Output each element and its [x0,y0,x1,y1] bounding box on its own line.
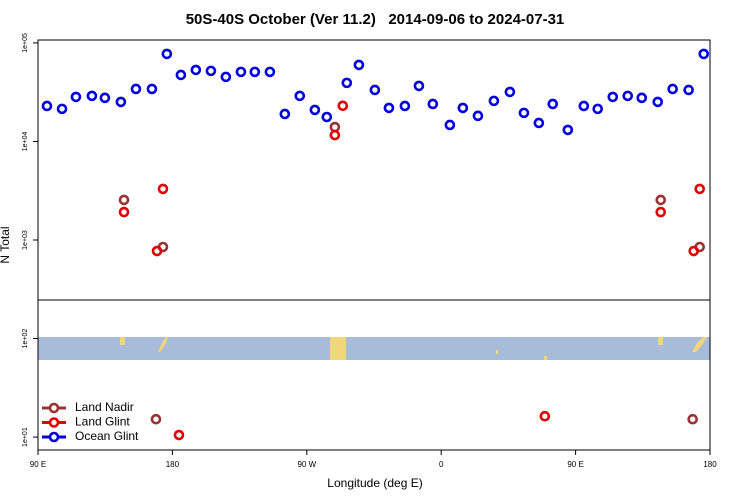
point [130,83,142,95]
point [444,119,456,131]
point [118,206,130,218]
point [341,77,353,89]
map-strip [38,337,710,360]
x-tick-label: 90 W [297,460,316,469]
point [56,103,68,115]
point [235,66,247,78]
point [249,66,261,78]
point [337,100,349,112]
point [115,96,127,108]
x-tick-label: 180 [703,460,717,469]
point [655,206,667,218]
point [547,98,559,110]
point [687,413,698,425]
x-axis-label: Longitude (deg E) [327,476,422,490]
point [592,103,604,115]
point [190,64,202,76]
point [150,413,162,425]
point [173,429,185,441]
point [667,83,678,95]
point [70,91,82,103]
point [205,65,217,77]
point [279,108,291,120]
y-tick-label: 1e+01 [22,427,29,447]
point [607,91,619,103]
point [636,92,648,104]
point [220,71,232,83]
plot-frame [37,39,711,451]
legend-label: Ocean Glint [75,429,139,443]
point [329,129,341,141]
y-tick-label: 1e+04 [22,132,29,152]
point [533,117,545,129]
point [562,124,574,136]
point [472,110,484,122]
point [146,83,158,95]
y-axis-label: N Total [0,226,12,263]
point [504,86,516,98]
point [457,102,469,114]
point [539,410,551,422]
point [683,84,694,96]
y-tick-label: 1e+05 [22,33,29,53]
point [383,102,395,114]
legend-label: Land Glint [75,415,130,429]
point [118,194,130,206]
point [413,80,425,92]
point [652,96,664,108]
point [264,66,276,78]
y-tick-label: 1e+02 [22,329,29,349]
point [151,245,163,257]
chart-title: 50S-40S October (Ver 11.2) 2014-09-06 to… [186,11,565,28]
point [294,90,306,102]
point [161,48,173,60]
point [86,90,98,102]
legend-marker [48,417,60,428]
point [655,194,667,206]
point [321,111,333,123]
x-tick-label: 0 [439,460,444,469]
point [694,183,705,195]
point [309,104,321,116]
legend-label: Land Nadir [75,400,134,414]
point [399,100,411,112]
point [518,107,530,119]
x-tick-label: 180 [166,460,180,469]
x-tick-label: 90 E [30,460,46,469]
point [688,245,700,257]
point [578,100,590,112]
point [99,92,111,104]
x-tick-label: 90 E [567,460,583,469]
point [698,48,710,60]
point [369,84,381,96]
y-tick-label: 1e+03 [22,230,29,250]
point [622,90,634,102]
point [41,100,53,112]
point [175,69,187,81]
point [427,98,439,110]
point [488,95,500,107]
legend-marker [48,431,60,443]
point [157,183,169,195]
legend-marker [48,402,60,414]
point [353,59,365,71]
